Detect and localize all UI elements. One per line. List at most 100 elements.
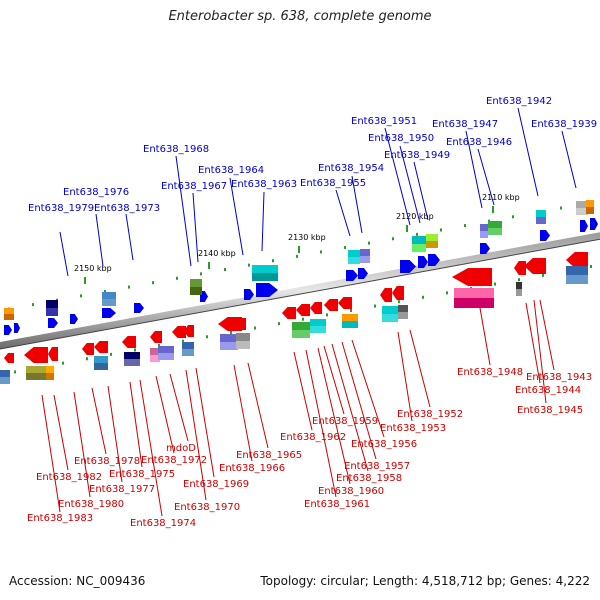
lower-leader-line xyxy=(305,349,337,498)
lower-leader-line xyxy=(323,345,345,415)
gene-labels: Ent638_1979Ent638_1976Ent638_1973Ent638_… xyxy=(27,96,597,529)
scale-minor-tick xyxy=(590,265,592,269)
upper-gene-label: Ent638_1946 xyxy=(446,137,512,148)
forward-gene-block-shade xyxy=(576,208,588,215)
scale-minor-tick xyxy=(542,273,544,277)
forward-gene-arrow xyxy=(428,254,440,266)
lower-gene-label: Ent638_1974 xyxy=(130,518,196,529)
lower-gene-label: Ent638_1980 xyxy=(58,499,124,510)
forward-gene-block xyxy=(348,250,360,257)
upper-leader-line xyxy=(59,231,69,277)
upper-leader-line xyxy=(335,189,351,237)
forward-gene-block xyxy=(576,201,588,208)
scale-minor-tick xyxy=(368,241,370,245)
lower-leader-line xyxy=(139,379,163,517)
lower-leader-line xyxy=(73,391,91,498)
scale-minor-tick xyxy=(320,250,322,254)
upper-gene-label: Ent638_1968 xyxy=(143,144,209,155)
forward-gene-arrow xyxy=(102,308,116,318)
reverse-gene-block xyxy=(0,370,10,377)
forward-gene-block-shade xyxy=(102,299,116,306)
backbone-band xyxy=(0,232,600,349)
chromosome-backbone xyxy=(0,232,600,350)
upper-gene-label: Ent638_1964 xyxy=(198,165,264,176)
forward-gene-block-shade xyxy=(46,308,58,316)
scale-minor-tick xyxy=(518,278,520,282)
upper-gene-label: Ent638_1950 xyxy=(368,133,434,144)
accession-text: Accession: NC_009436 xyxy=(9,574,146,588)
forward-gene-block xyxy=(360,249,370,256)
reverse-gene-arrow xyxy=(48,347,58,361)
forward-gene-block-shade xyxy=(4,314,14,320)
reverse-gene-arrow xyxy=(338,297,352,309)
reverse-gene-block-shade xyxy=(516,289,522,296)
reverse-gene-arrow xyxy=(452,268,492,286)
lower-gene-label: Ent638_1956 xyxy=(351,439,417,450)
upper-leader-line xyxy=(261,191,265,252)
forward-gene-block-shade xyxy=(426,241,438,248)
scale-minor-tick xyxy=(224,268,226,272)
upper-leader-line xyxy=(229,177,244,256)
scale-minor-tick xyxy=(32,303,34,307)
reverse-gene-arrow xyxy=(150,331,162,343)
forward-gene-arrow xyxy=(48,318,58,328)
scale-minor-tick xyxy=(512,215,514,219)
scale-minor-tick xyxy=(134,348,136,352)
scale-tick-label: 2130 kbp xyxy=(288,233,326,242)
upper-leader-line xyxy=(561,130,577,189)
scale-minor-tick xyxy=(494,282,496,286)
lower-gene-label: Ent638_1982 xyxy=(36,472,102,483)
scale-major-tick xyxy=(406,225,408,232)
scale-minor-tick xyxy=(326,313,328,317)
lower-leader-line xyxy=(539,299,555,371)
forward-gene-block-shade xyxy=(412,244,426,252)
upper-leader-line xyxy=(384,127,411,226)
reverse-gene-arrow xyxy=(514,261,526,275)
reverse-gene-block xyxy=(566,266,588,275)
lower-leader-line xyxy=(293,351,313,431)
lower-leader-line xyxy=(409,329,431,408)
figure-title: Enterobacter sp. 638, complete genome xyxy=(168,9,432,24)
reverse-gene-arrow xyxy=(122,336,136,348)
forward-gene-arrow xyxy=(580,220,588,232)
forward-gene-block xyxy=(536,210,546,217)
reverse-gene-block xyxy=(342,314,358,321)
lower-leader-line xyxy=(351,339,385,438)
forward-gene-arrow xyxy=(14,323,20,333)
upper-gene-label: Ent638_1939 xyxy=(531,119,597,130)
lower-leader-line xyxy=(41,394,61,513)
reverse-gene-block xyxy=(94,356,108,363)
upper-gene-label: Ent638_1967 xyxy=(161,181,227,192)
forward-gene-block xyxy=(488,221,502,228)
upper-leader-line xyxy=(477,148,495,206)
reverse-gene-block xyxy=(46,366,54,373)
reverse-gene-arrow xyxy=(524,258,546,274)
reverse-gene-arrow xyxy=(82,343,94,355)
reverse-gene-block-shade xyxy=(236,341,250,349)
reverse-gene-block-shade xyxy=(182,349,194,356)
reverse-gene-arrow xyxy=(392,286,404,300)
reverse-gene-block-shade xyxy=(150,355,160,362)
forward-gene-arrow xyxy=(418,256,428,268)
lower-leader-line xyxy=(129,381,143,468)
forward-gene-block-shade xyxy=(190,287,202,295)
upper-gene-label: Ent638_1942 xyxy=(486,96,552,107)
lower-gene-label: Ent638_1959 xyxy=(312,416,378,427)
forward-gene-block-shade xyxy=(480,231,488,238)
gene-features xyxy=(0,200,598,384)
reverse-gene-arrow xyxy=(566,252,588,268)
lower-gene-label: Ent638_1969 xyxy=(183,479,249,490)
upper-gene-label: Ent638_1976 xyxy=(63,187,129,198)
scale-minor-tick xyxy=(350,308,352,312)
reverse-gene-arrow xyxy=(4,353,14,363)
lower-gene-label: Ent638_1975 xyxy=(109,469,175,480)
forward-gene-block xyxy=(412,236,426,244)
scale-tick-label: 2140 kbp xyxy=(198,249,236,258)
lower-gene-label: Ent638_1978 xyxy=(74,456,140,467)
reverse-gene-block xyxy=(398,305,408,312)
forward-gene-block xyxy=(102,292,116,299)
upper-leader-line xyxy=(517,107,539,197)
lower-gene-label: Ent638_1952 xyxy=(397,409,463,420)
